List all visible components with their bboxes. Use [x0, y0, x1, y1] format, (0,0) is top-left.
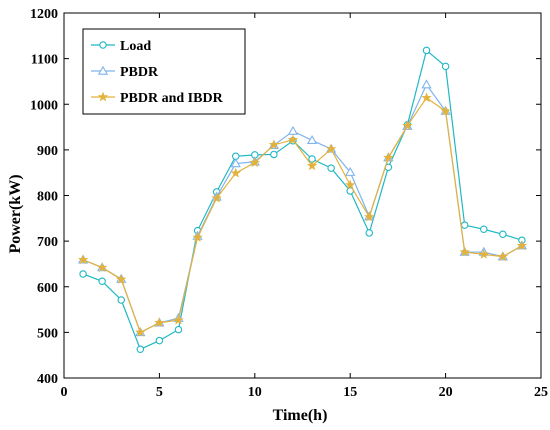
- data-point: [270, 150, 278, 159]
- data-point: [345, 166, 356, 176]
- data-point: [96, 262, 108, 273]
- data-point: [135, 326, 146, 337]
- data-point: [116, 273, 127, 284]
- data-point: [287, 134, 299, 145]
- legend-label: PBDR: [120, 65, 159, 80]
- x-tick-label: 5: [156, 385, 163, 400]
- y-tick-label: 500: [37, 326, 58, 341]
- data-point: [77, 254, 89, 265]
- data-point: [306, 160, 318, 171]
- data-point: [268, 139, 280, 150]
- legend-item: Load: [91, 39, 151, 54]
- legend-marker: [97, 91, 109, 102]
- data-point: [459, 246, 470, 257]
- data-point: [480, 225, 488, 234]
- data-point: [365, 229, 374, 237]
- data-point: [192, 232, 203, 242]
- data-point: [497, 251, 509, 262]
- data-point: [211, 192, 222, 203]
- data-point: [173, 314, 184, 325]
- data-point: [155, 336, 164, 345]
- data-point: [421, 92, 432, 103]
- y-tick-label: 800: [37, 190, 58, 205]
- data-point: [154, 317, 165, 328]
- x-tick-label: 20: [439, 385, 453, 400]
- data-point: [440, 105, 451, 116]
- data-point: [230, 167, 241, 178]
- data-point: [422, 46, 431, 55]
- legend-item: PBDR and IBDR: [91, 91, 224, 106]
- data-point: [117, 296, 125, 304]
- legend-marker: [97, 65, 109, 75]
- data-point: [516, 240, 528, 251]
- data-point: [136, 345, 145, 354]
- data-point: [79, 270, 87, 278]
- data-point: [421, 79, 432, 89]
- legend: Load PBDR PBDR and IBDR: [82, 28, 246, 115]
- y-tick-label: 1200: [30, 7, 58, 22]
- data-point: [460, 221, 469, 229]
- series-1: [79, 46, 526, 354]
- legend-item: PBDR: [91, 65, 159, 80]
- data-point: [287, 125, 299, 135]
- y-tick-label: 1100: [31, 53, 58, 68]
- axes: 0 5 10 15 20 25 400 500 600 700 800 900 1000 1100 1200: [30, 7, 548, 400]
- series-3: [77, 92, 528, 337]
- series-line: [82, 97, 523, 334]
- series-layer: [77, 46, 528, 354]
- data-point: [325, 143, 337, 154]
- legend-label: PBDR and IBDR: [120, 91, 224, 106]
- data-point: [441, 62, 450, 71]
- series-line: [82, 83, 523, 334]
- y-tick-label: 1000: [30, 98, 58, 113]
- data-point: [306, 134, 318, 144]
- data-point: [383, 152, 394, 163]
- data-point: [174, 325, 183, 334]
- data-point: [499, 230, 507, 239]
- data-point: [478, 248, 489, 259]
- y-tick-label: 700: [37, 235, 58, 250]
- y-tick-label: 900: [37, 144, 58, 159]
- x-tick-label: 25: [534, 385, 548, 400]
- data-point: [327, 164, 335, 172]
- data-point: [344, 179, 356, 190]
- data-point: [402, 120, 413, 131]
- y-axis-title: Power(kW): [7, 174, 24, 253]
- data-point: [249, 157, 260, 168]
- data-point: [98, 277, 106, 286]
- y-tick-label: 600: [37, 281, 58, 296]
- legend-label: Load: [120, 39, 151, 54]
- data-point: [230, 158, 241, 168]
- x-axis-title: Time(h): [273, 407, 328, 424]
- y-tick-label: 400: [37, 372, 58, 387]
- legend-marker: [99, 41, 107, 49]
- x-tick-label: 15: [343, 385, 357, 400]
- data-point: [364, 211, 375, 222]
- x-tick-label: 0: [61, 385, 68, 400]
- x-tick-label: 10: [248, 385, 262, 400]
